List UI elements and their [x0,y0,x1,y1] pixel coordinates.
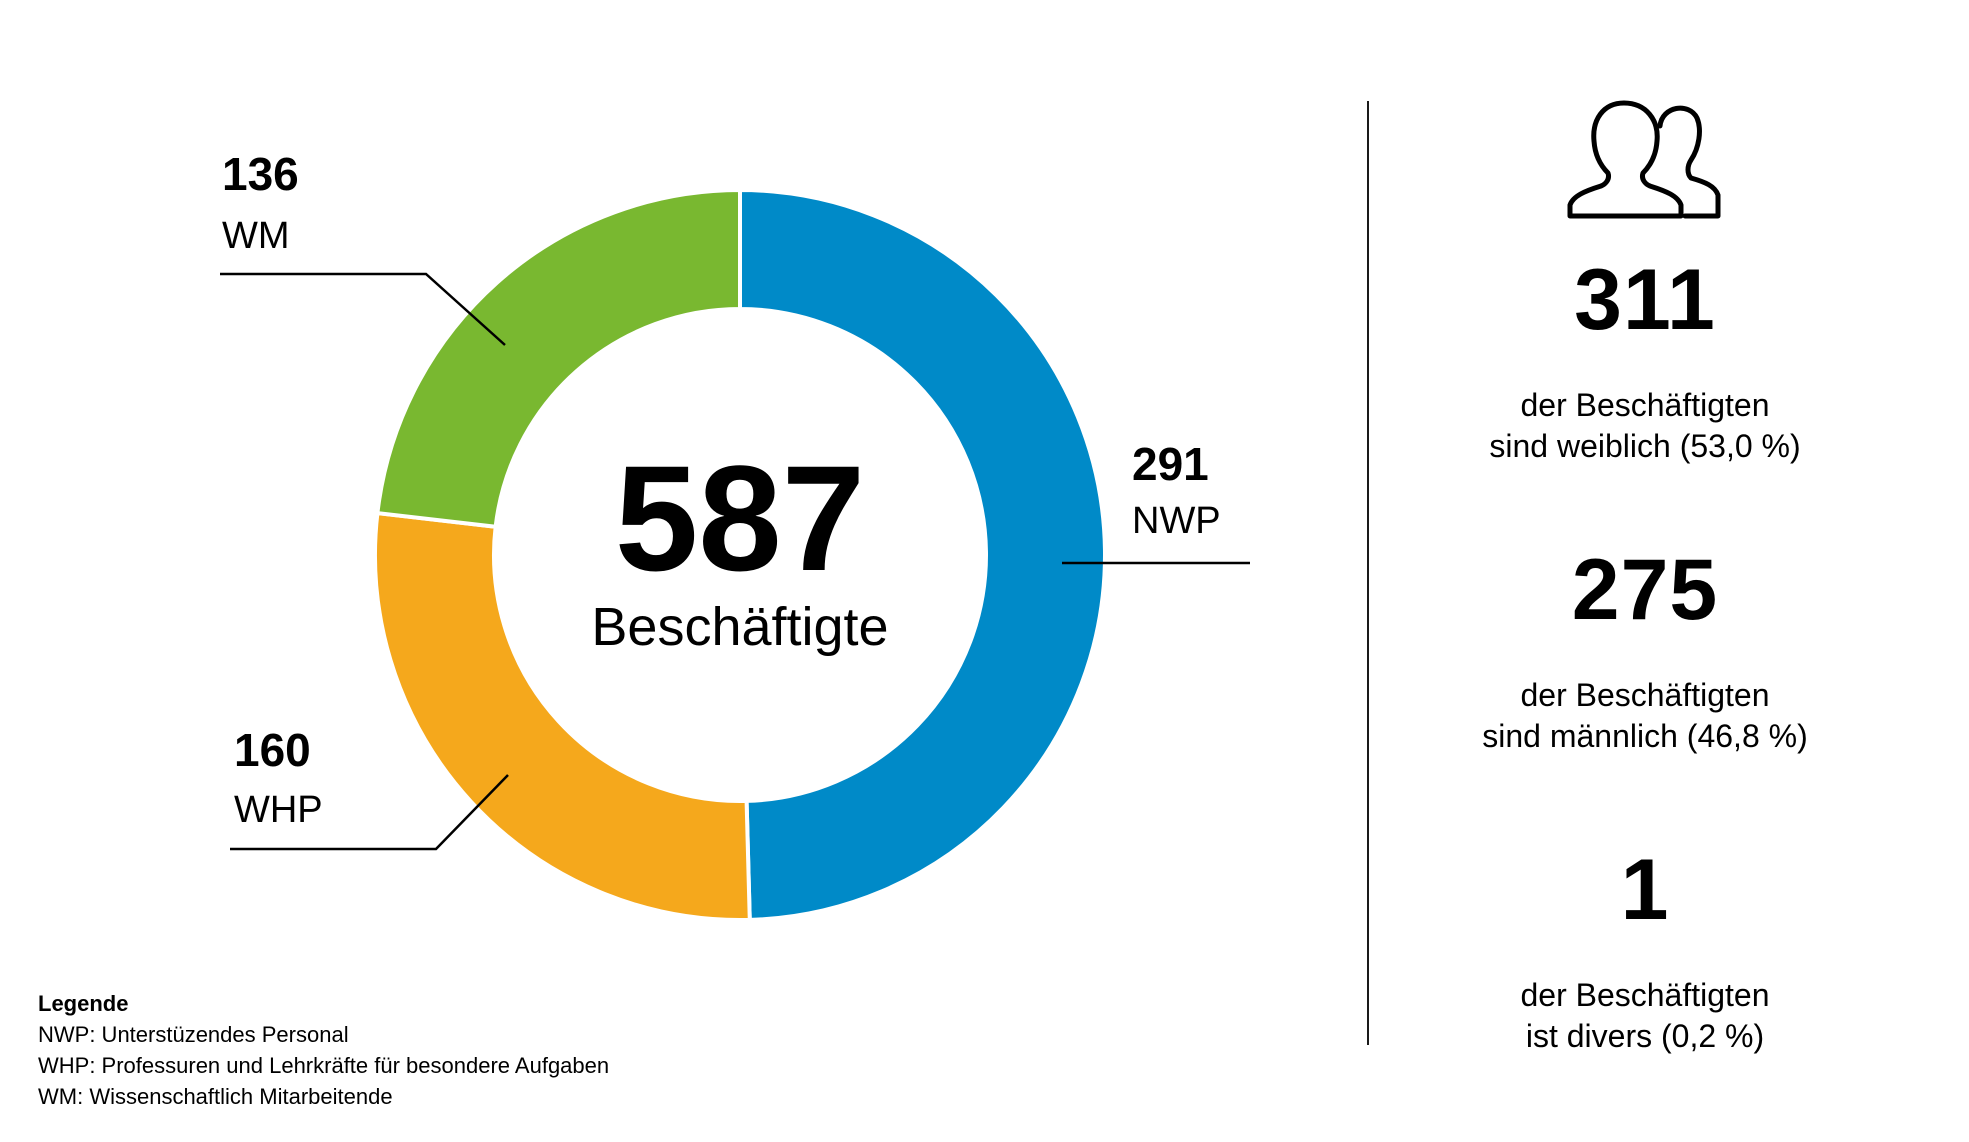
stat-male-line2: sind männlich (46,8 %) [1482,718,1808,754]
divider [1367,101,1369,1045]
center-label: Beschäftigte [591,597,888,657]
stat-female-value: 311 [1574,252,1716,348]
people-icon [1567,100,1721,219]
stat-diverse-value: 1 [1620,842,1670,938]
stat-female-line2: sind weiblich (53,0 %) [1489,428,1801,464]
center-total: 587 [615,434,865,602]
stat-diverse-line2: ist divers (0,2 %) [1525,1018,1765,1054]
legend-item-whp: WHP: Professuren und Lehrkräfte für beso… [38,1053,610,1078]
stat-male-value: 275 [1571,542,1719,638]
slice-label-whp: WHP [234,789,323,831]
slice-value-wm: 136 [222,148,299,200]
stat-female-desc: der Beschäftigten sind weiblich (53,0 %) [1420,385,1870,467]
stat-female-line1: der Beschäftigten [1520,387,1770,423]
legend-item-nwp: NWP: Unterstüzendes Personal [38,1022,349,1047]
slice-wm [375,187,742,529]
legend: Legende NWP: Unterstüzendes Personal WHP… [38,988,609,1112]
stat-male-desc: der Beschäftigten sind männlich (46,8 %) [1420,675,1870,757]
stat-female: 311 der Beschäftigten sind weiblich (53,… [1420,255,1870,467]
legend-item-wm: WM: Wissenschaftlich Mitarbeitende [38,1084,393,1109]
slice-label-wm: WM [222,215,290,257]
stat-male-line1: der Beschäftigten [1520,677,1770,713]
legend-title: Legende [38,991,129,1016]
slice-label-nwp: NWP [1132,500,1221,542]
leader-line-whp [230,774,509,851]
stat-diverse-desc: der Beschäftigten ist divers (0,2 %) [1420,975,1870,1057]
slice-nwp [738,187,1107,922]
slice-value-whp: 160 [234,724,311,776]
stat-male: 275 der Beschäftigten sind männlich (46,… [1420,545,1870,757]
slice-value-nwp: 291 [1132,438,1209,490]
leader-line-wm [220,272,506,346]
stat-diverse-line1: der Beschäftigten [1520,977,1770,1013]
stat-diverse: 1 der Beschäftigten ist divers (0,2 %) [1420,845,1870,1057]
slice-whp [373,510,752,922]
donut-chart: 291 NWP 160 WHP 136 WM 587 Beschäftigte [220,148,1250,922]
